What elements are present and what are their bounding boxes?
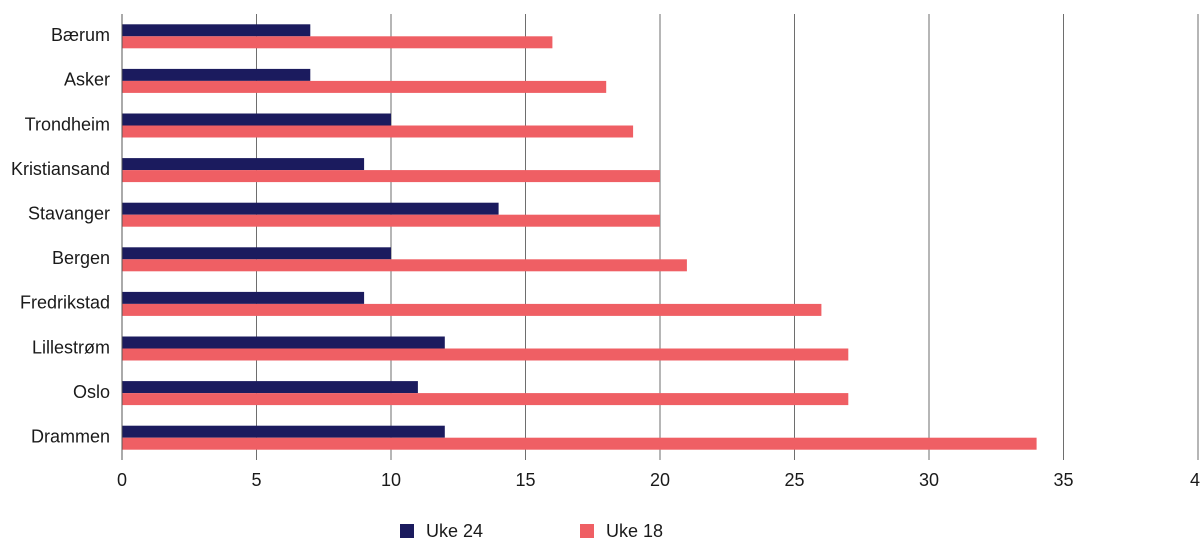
bar-uke-24-stavanger xyxy=(122,202,499,215)
bar-uke-24-drammen xyxy=(122,425,445,438)
bar-uke-18-trondheim xyxy=(122,125,634,138)
category-label-bærum: Bærum xyxy=(51,25,110,45)
x-tick-label-40: 40 xyxy=(1190,470,1200,490)
category-label-trondheim: Trondheim xyxy=(25,114,110,134)
category-label-bergen: Bergen xyxy=(52,248,110,268)
category-label-oslo: Oslo xyxy=(73,382,110,402)
bar-uke-18-drammen xyxy=(122,437,1037,450)
x-tick-labels: 0 5 10 15 20 25 30 35 40 xyxy=(117,470,1200,490)
x-tick-label-25: 25 xyxy=(784,470,804,490)
legend-swatch-uke-18 xyxy=(580,524,594,538)
legend-label-uke-18: Uke 18 xyxy=(606,521,663,541)
x-tick-label-10: 10 xyxy=(381,470,401,490)
bar-uke-18-kristiansand xyxy=(122,170,660,183)
bar-uke-18-oslo xyxy=(122,393,849,406)
category-label-stavanger: Stavanger xyxy=(28,203,110,223)
category-label-drammen: Drammen xyxy=(31,426,110,446)
category-labels: Bærum Asker Trondheim Kristiansand Stavanger… xyxy=(11,25,110,446)
category-label-fredrikstad: Fredrikstad xyxy=(20,293,110,313)
category-label-asker: Asker xyxy=(64,70,110,90)
bar-uke-18-lillestrøm xyxy=(122,348,849,361)
x-tick-label-30: 30 xyxy=(919,470,939,490)
bar-uke-24-kristiansand xyxy=(122,158,365,171)
bar-uke-18-fredrikstad xyxy=(122,303,822,316)
category-label-lillestrøm: Lillestrøm xyxy=(32,337,110,357)
x-tick-label-35: 35 xyxy=(1053,470,1073,490)
x-tick-label-15: 15 xyxy=(515,470,535,490)
bar-uke-24-asker xyxy=(122,68,311,81)
bar-uke-24-bergen xyxy=(122,247,391,260)
legend: Uke 24 Uke 18 xyxy=(400,521,663,541)
x-tick-label-5: 5 xyxy=(251,470,261,490)
bar-uke-18-stavanger xyxy=(122,214,660,227)
legend-swatch-uke-24 xyxy=(400,524,414,538)
category-label-kristiansand: Kristiansand xyxy=(11,159,110,179)
legend-label-uke-24: Uke 24 xyxy=(426,521,483,541)
bar-uke-24-trondheim xyxy=(122,113,391,126)
bar-uke-24-oslo xyxy=(122,381,418,394)
bar-uke-18-bergen xyxy=(122,259,687,272)
bar-uke-18-bærum xyxy=(122,36,553,49)
bar-uke-24-fredrikstad xyxy=(122,291,365,304)
x-tick-label-0: 0 xyxy=(117,470,127,490)
bar-uke-24-lillestrøm xyxy=(122,336,445,349)
bars xyxy=(122,24,1037,450)
bar-uke-18-asker xyxy=(122,80,607,93)
x-tick-label-20: 20 xyxy=(650,470,670,490)
bar-uke-24-bærum xyxy=(122,24,311,37)
